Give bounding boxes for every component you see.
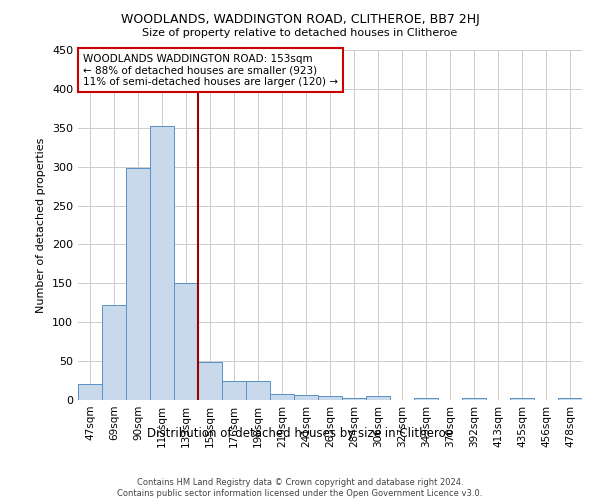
Bar: [222, 382, 246, 400]
Bar: [246, 382, 270, 400]
Text: Size of property relative to detached houses in Clitheroe: Size of property relative to detached ho…: [142, 28, 458, 38]
Bar: [342, 398, 366, 400]
Bar: [294, 396, 318, 400]
Bar: [366, 396, 390, 400]
Bar: [102, 305, 126, 400]
Text: Contains HM Land Registry data © Crown copyright and database right 2024.
Contai: Contains HM Land Registry data © Crown c…: [118, 478, 482, 498]
Bar: [462, 398, 486, 400]
Bar: [126, 168, 150, 400]
Y-axis label: Number of detached properties: Number of detached properties: [37, 138, 46, 312]
Bar: [414, 398, 438, 400]
Bar: [174, 282, 198, 400]
Bar: [78, 384, 102, 400]
Bar: [558, 398, 582, 400]
Bar: [270, 394, 294, 400]
Text: WOODLANDS WADDINGTON ROAD: 153sqm
← 88% of detached houses are smaller (923)
11%: WOODLANDS WADDINGTON ROAD: 153sqm ← 88% …: [83, 54, 338, 86]
Text: WOODLANDS, WADDINGTON ROAD, CLITHEROE, BB7 2HJ: WOODLANDS, WADDINGTON ROAD, CLITHEROE, B…: [121, 12, 479, 26]
Bar: [198, 362, 222, 400]
Bar: [510, 398, 534, 400]
Bar: [318, 396, 342, 400]
Bar: [150, 126, 174, 400]
Text: Distribution of detached houses by size in Clitheroe: Distribution of detached houses by size …: [147, 428, 453, 440]
